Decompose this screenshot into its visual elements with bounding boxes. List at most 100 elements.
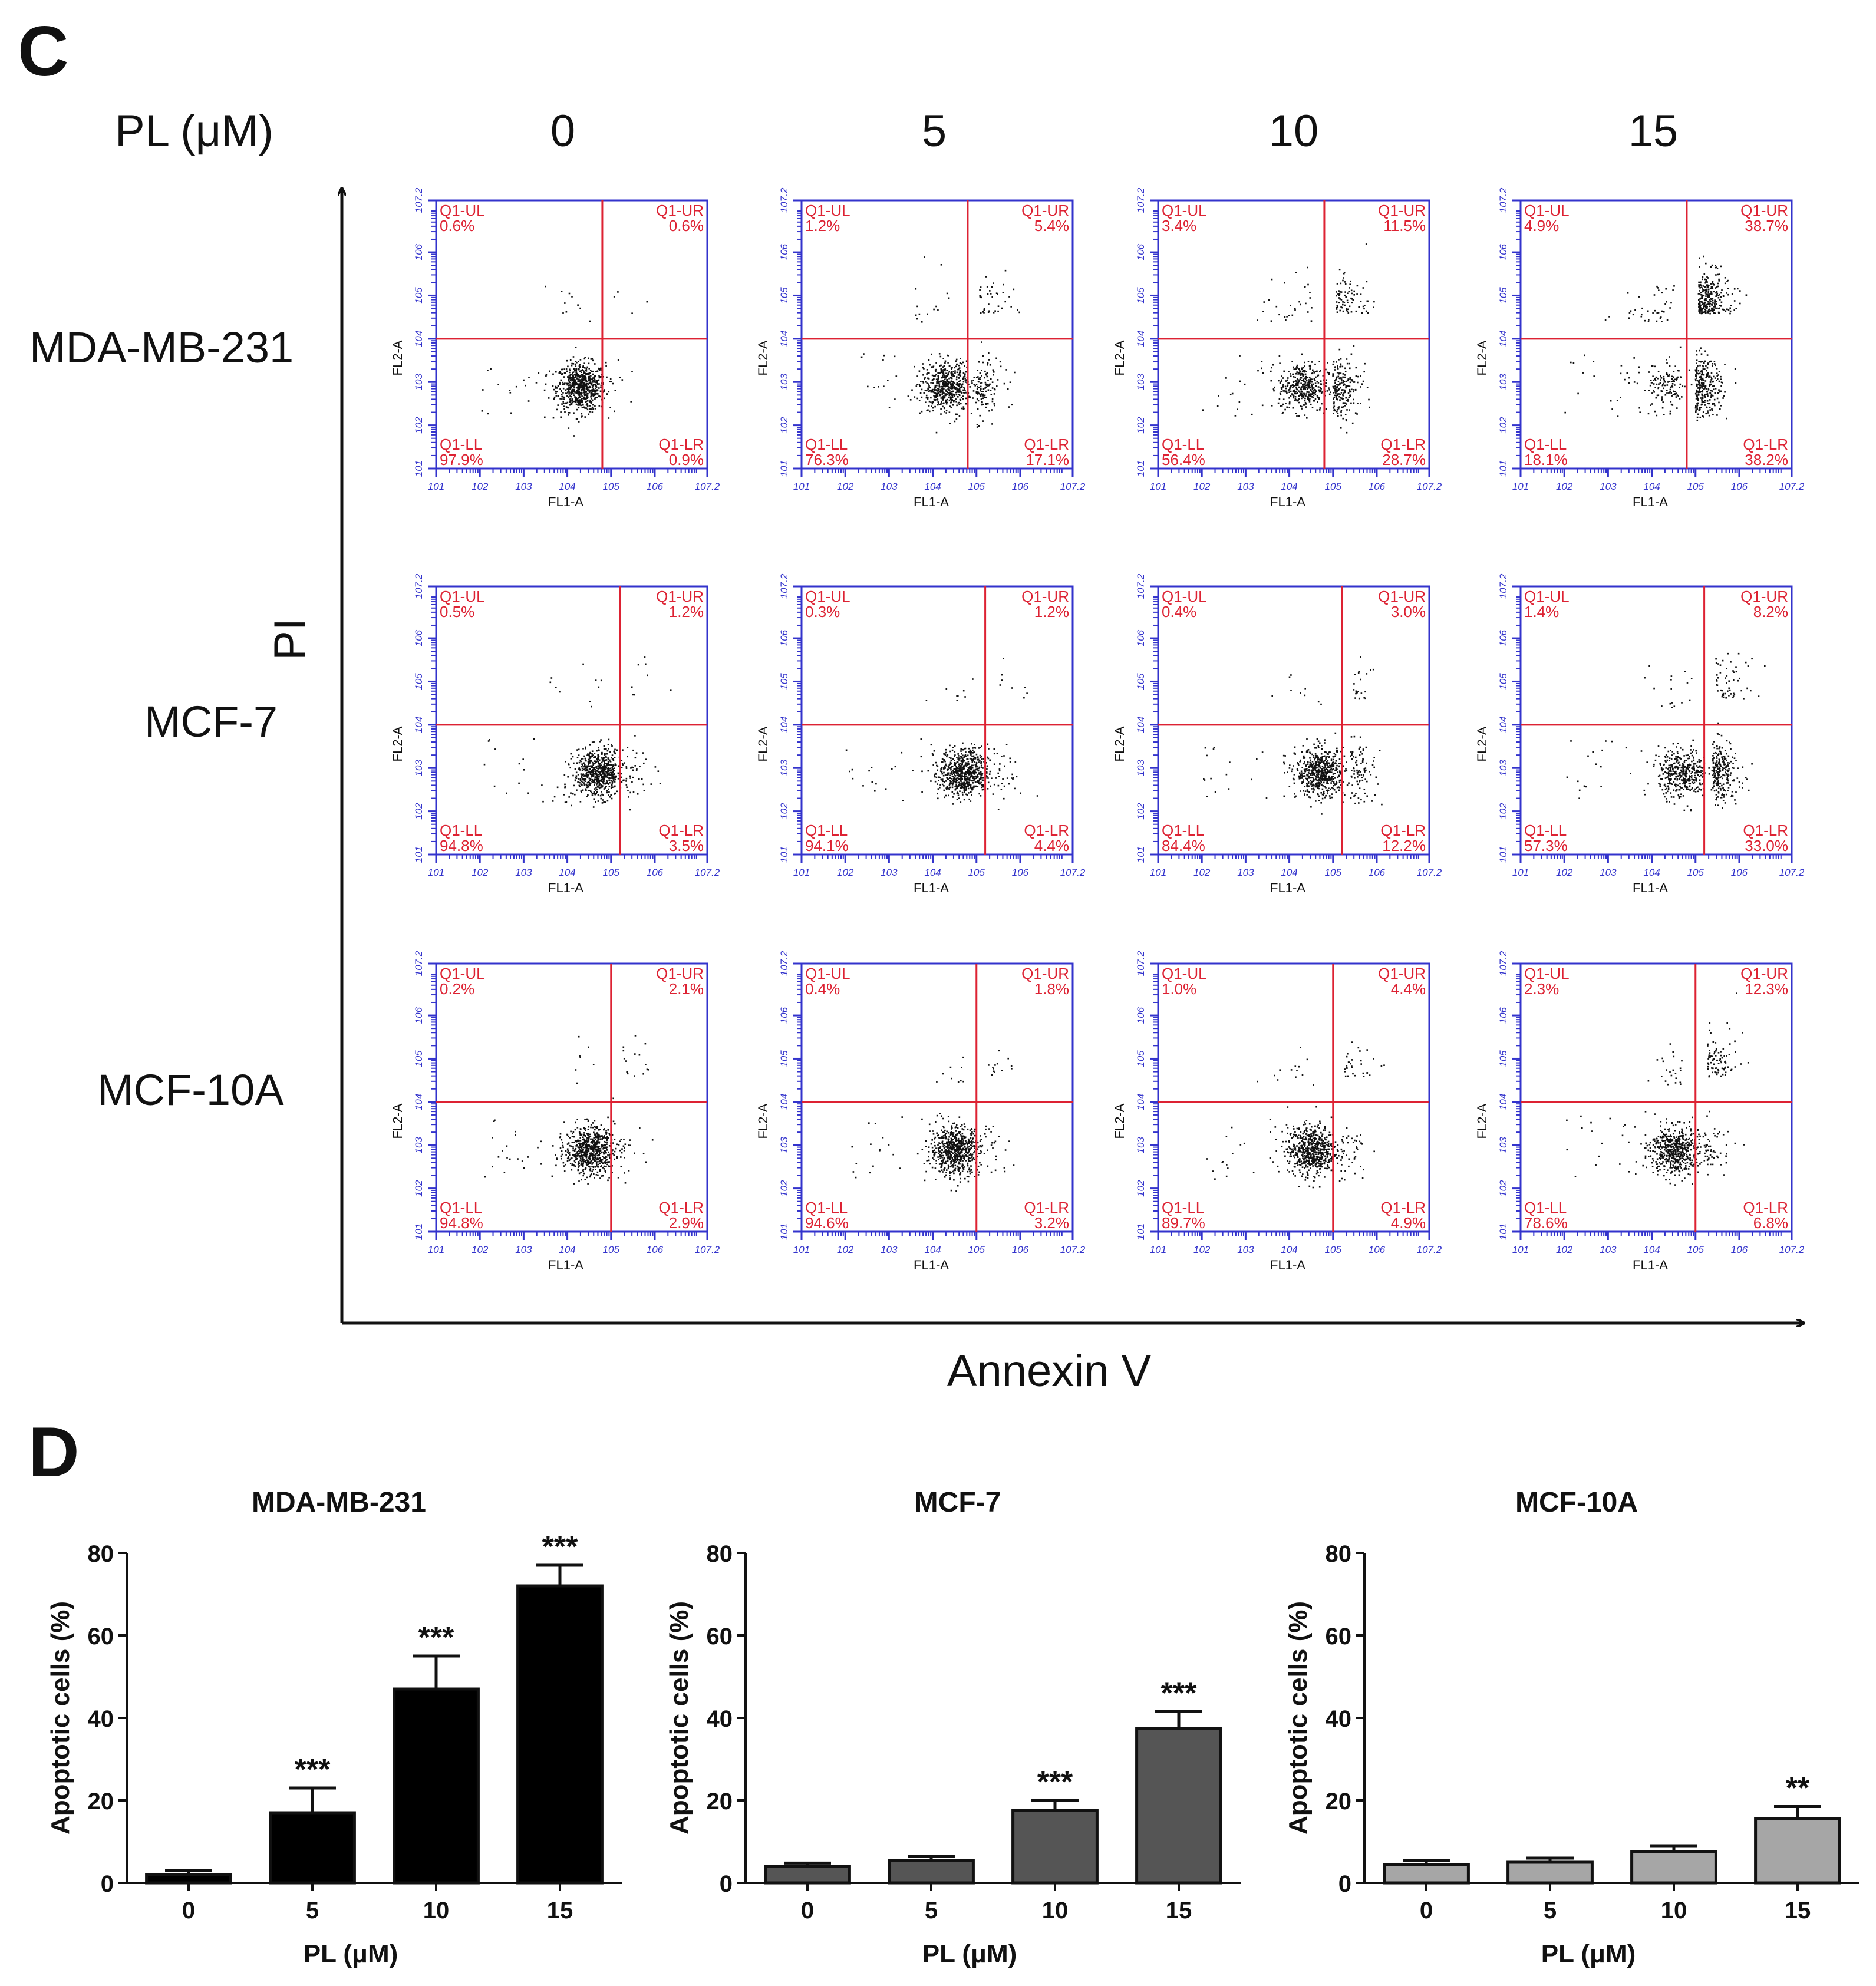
x-tick-label: 106 xyxy=(647,481,664,492)
y-tick-label: 105 xyxy=(1135,287,1146,304)
quadrant-ur-percent: 2.1% xyxy=(669,980,704,998)
conc-label-15: 15 xyxy=(1628,106,1679,156)
quadrant-ur-percent: 11.5% xyxy=(1383,217,1426,235)
y-tick-label: 105 xyxy=(779,673,790,690)
significance-mark: *** xyxy=(1161,1677,1197,1711)
y-tick-label: 107.2 xyxy=(1498,187,1509,213)
y-tick-label: 107.2 xyxy=(1135,187,1146,213)
x-tick-label: 107.2 xyxy=(1060,1244,1086,1255)
x-tick-label: 107.2 xyxy=(1779,1244,1805,1255)
quadrant-lr-percent: 4.9% xyxy=(1391,1214,1426,1232)
quadrant-ll-percent: 94.8% xyxy=(440,837,483,855)
quadrant-ll-percent: 56.4% xyxy=(1162,451,1205,469)
y-tick-label: 106 xyxy=(779,629,790,646)
quadrant-ur-name: Q1-UR xyxy=(1740,202,1788,219)
bar-5 xyxy=(888,1859,975,1885)
x-tick-label: 104 xyxy=(1643,867,1660,878)
y-tick-label: 101 xyxy=(1135,1223,1146,1240)
x-tick-label: 102 xyxy=(1193,867,1211,878)
significance-mark: *** xyxy=(1037,1765,1073,1799)
y-tick-label: 105 xyxy=(1135,673,1146,690)
plot-frame xyxy=(435,962,708,1233)
y-tick-label: 103 xyxy=(413,1137,424,1154)
quadrant-lr-percent: 3.2% xyxy=(1034,1214,1069,1232)
quadrant-ul-percent: 0.2% xyxy=(440,980,474,998)
quadrant-ur-name: Q1-UR xyxy=(1021,202,1069,219)
y-tick-label: 103 xyxy=(1498,1137,1509,1154)
x-tick-label: 103 xyxy=(881,867,898,878)
quadrant-ll-percent: 57.3% xyxy=(1524,837,1568,855)
quadrant-ur-percent: 1.2% xyxy=(669,603,704,621)
y-tick-label: 102 xyxy=(413,417,424,434)
y-tick-label: 105 xyxy=(413,1050,424,1067)
x-tick-label: 106 xyxy=(1369,1244,1386,1255)
y-tick-label: 80 xyxy=(707,1541,733,1567)
flow-y-label: FL2-A xyxy=(390,726,405,761)
flow-y-label: FL2-A xyxy=(756,1103,770,1139)
plot-frame xyxy=(800,199,1074,470)
x-tick-label: 103 xyxy=(1237,481,1254,492)
x-axis-title: PL (μM) xyxy=(922,1939,1017,1968)
x-tick-label: 10 xyxy=(1661,1898,1687,1924)
annexin-axis-label: Annexin V xyxy=(947,1346,1152,1396)
bar-chart-title: MCF-10A xyxy=(1515,1487,1638,1518)
x-tick-label: 102 xyxy=(837,867,854,878)
flow-y-label: FL2-A xyxy=(756,726,770,761)
quadrant-lr-name: Q1-LR xyxy=(1024,1199,1069,1216)
x-tick-label: 105 xyxy=(603,1244,620,1255)
flow-y-label: FL2-A xyxy=(1112,340,1127,375)
quadrant-ll-percent: 78.6% xyxy=(1524,1214,1568,1232)
quadrant-lr-name: Q1-LR xyxy=(1380,1199,1426,1216)
y-tick-label: 0 xyxy=(101,1871,114,1897)
x-tick-label: 102 xyxy=(837,481,854,492)
y-axis-title: Apoptotic cells (%) xyxy=(665,1601,694,1835)
y-tick-label: 102 xyxy=(413,1180,424,1197)
flow-x-label: FL1-A xyxy=(548,1258,583,1272)
flow-plot-mda-mb-231-10: 101 101 102 102 103 103 104 104 105 105 106 106 107.… xyxy=(1112,187,1442,509)
y-tick-label: 106 xyxy=(1135,243,1146,260)
x-tick-label: 104 xyxy=(1281,867,1297,878)
y-tick-label: 101 xyxy=(1135,846,1146,863)
quadrant-ll-name: Q1-LL xyxy=(805,1199,848,1216)
quadrant-lr-name: Q1-LR xyxy=(1024,822,1069,839)
x-tick-label: 106 xyxy=(1369,867,1386,878)
quadrant-lr-percent: 28.7% xyxy=(1382,451,1426,469)
plot-frame xyxy=(1157,199,1430,470)
y-tick-label: 103 xyxy=(1135,1137,1146,1154)
y-axis-title: Apoptotic cells (%) xyxy=(46,1601,75,1835)
y-tick-label: 105 xyxy=(779,1050,790,1067)
x-tick-label: 105 xyxy=(1687,867,1704,878)
y-tick-label: 106 xyxy=(413,243,424,260)
y-tick-label: 40 xyxy=(88,1706,114,1732)
y-tick-label: 107.2 xyxy=(1135,951,1146,976)
y-tick-label: 20 xyxy=(1326,1789,1352,1815)
flow-x-label: FL1-A xyxy=(1270,494,1305,509)
y-tick-label: 40 xyxy=(707,1706,733,1732)
event-dots xyxy=(851,1050,1015,1192)
x-tick-label: 101 xyxy=(1512,1244,1529,1255)
y-tick-label: 104 xyxy=(413,717,424,733)
quadrant-ll-name: Q1-LL xyxy=(1524,436,1567,453)
quadrant-lr-percent: 33.0% xyxy=(1745,837,1788,855)
significance-mark: *** xyxy=(295,1753,331,1787)
x-tick-label: 103 xyxy=(1237,1244,1254,1255)
y-tick-label: 106 xyxy=(1135,629,1146,646)
bar-5 xyxy=(1506,1860,1594,1885)
quadrant-ur-percent: 3.0% xyxy=(1391,603,1426,621)
flow-y-label: FL2-A xyxy=(1475,726,1489,761)
bar-10 xyxy=(1011,1809,1099,1885)
quadrant-ul-percent: 0.6% xyxy=(440,217,474,235)
event-dots xyxy=(1566,992,1749,1186)
x-tick-label: 102 xyxy=(1556,481,1573,492)
quadrant-ul-name: Q1-UL xyxy=(805,202,850,219)
y-tick-label: 20 xyxy=(707,1789,733,1815)
x-tick-label: 101 xyxy=(1150,481,1166,492)
x-tick-label: 5 xyxy=(925,1898,938,1924)
bar-15 xyxy=(516,1584,604,1885)
y-tick-label: 0 xyxy=(1338,1871,1351,1897)
quadrant-ul-name: Q1-UL xyxy=(1524,965,1570,982)
bar-chart-mcf-7: MCF-7 0 20 40 60 80 Apoptotic cells (%) PL (μM)… xyxy=(665,1487,1241,1968)
quadrant-lr-name: Q1-LR xyxy=(1743,436,1788,453)
